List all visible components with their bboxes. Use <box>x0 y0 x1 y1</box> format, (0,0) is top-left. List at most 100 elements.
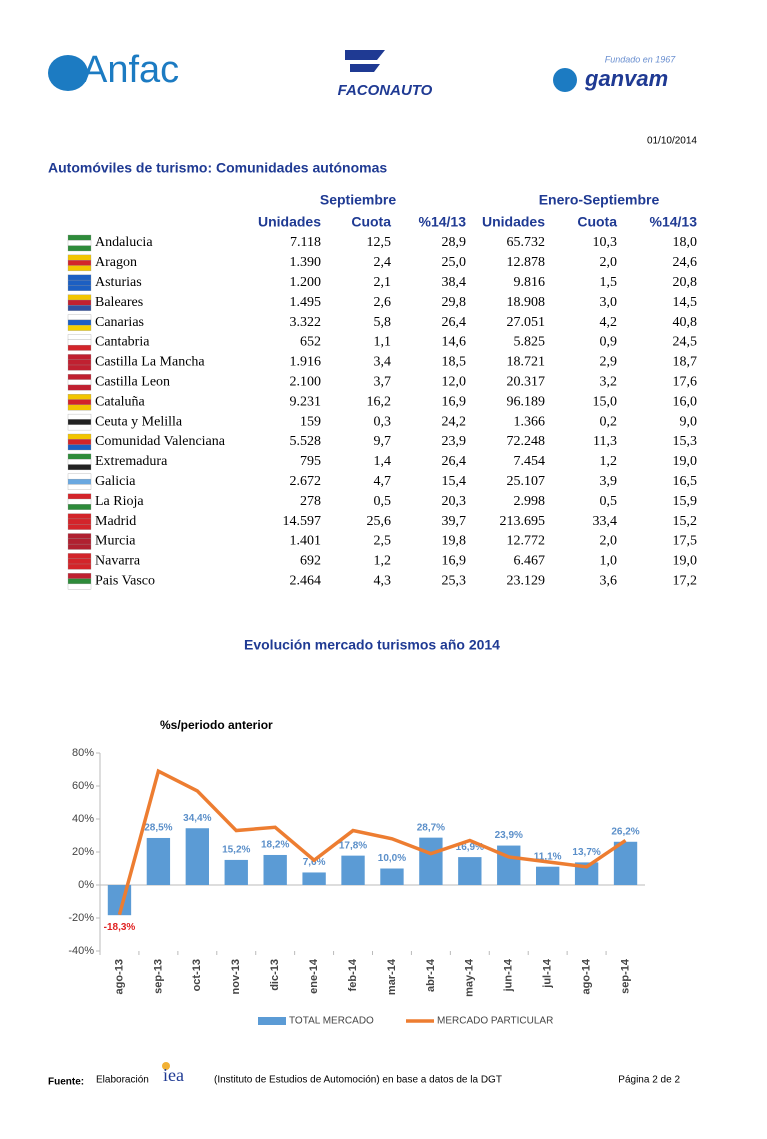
column-header: Cuota <box>351 214 391 230</box>
flag-stripe <box>67 399 92 406</box>
value-label: 10,0% <box>378 853 406 864</box>
cell: 14.597 <box>283 514 322 529</box>
cell: 7.454 <box>514 454 546 469</box>
flag-stripe <box>67 433 92 440</box>
flag-stripe <box>67 464 92 471</box>
value-label: 26,2% <box>611 826 639 837</box>
cell: 72.248 <box>507 434 546 449</box>
cell: 1.916 <box>290 355 322 370</box>
y-tick-label: 80% <box>72 747 94 759</box>
value-label: 16,9% <box>456 842 484 853</box>
cell: 12.878 <box>507 255 546 270</box>
y-tick-label: 40% <box>72 813 94 825</box>
flag-stripe <box>67 493 92 500</box>
flag-stripe <box>67 473 92 480</box>
cell: 23,9 <box>442 434 467 449</box>
value-label: 13,7% <box>572 847 600 858</box>
flag-stripe <box>67 364 92 371</box>
row-name: Madrid <box>95 514 136 529</box>
flag-stripe <box>67 583 92 590</box>
cell: 65.732 <box>507 235 546 250</box>
cell: 10,3 <box>593 235 618 250</box>
flag-stripe <box>67 234 92 241</box>
cell: 5.825 <box>514 335 546 350</box>
cell: 278 <box>300 494 321 509</box>
cell: 25.107 <box>507 474 546 489</box>
cell: 1.200 <box>290 275 322 290</box>
row-name: Pais Vasco <box>95 574 155 589</box>
flag-stripe <box>67 453 92 460</box>
flag-stripe <box>67 254 92 261</box>
row-name: Murcia <box>95 534 136 549</box>
cell: 692 <box>300 554 321 569</box>
flag-stripe <box>67 513 92 520</box>
cell: 2.100 <box>290 375 322 390</box>
flag-stripe <box>67 344 92 351</box>
cell: 3,9 <box>600 474 618 489</box>
row-name: Navarra <box>95 554 141 569</box>
bar <box>574 862 599 885</box>
x-tick-label: mar-14 <box>386 958 398 995</box>
y-tick-label: 0% <box>78 879 94 891</box>
cell: 1,0 <box>600 554 618 569</box>
faconauto-icon <box>345 50 385 72</box>
y-tick-label: 20% <box>72 846 94 858</box>
cell: 6.467 <box>514 554 546 569</box>
cell: 1.366 <box>514 414 546 429</box>
bar <box>380 868 404 885</box>
cell: 0,5 <box>374 494 392 509</box>
cell: 1.401 <box>290 534 322 549</box>
cell: 5.528 <box>290 434 322 449</box>
date: 01/10/2014 <box>647 136 697 147</box>
flag-stripe <box>67 553 92 559</box>
cell: 11,3 <box>593 434 617 449</box>
cell: 18,5 <box>442 355 467 370</box>
cell: 15,3 <box>673 434 698 449</box>
cell: 25,6 <box>367 514 392 529</box>
group-header: Enero-Septiembre <box>539 192 660 208</box>
cell: 18,0 <box>673 235 698 250</box>
footer-iea: iea <box>163 1065 184 1085</box>
cell: 9.816 <box>514 275 546 290</box>
x-tick-label: may-14 <box>464 958 476 997</box>
cell: 3,7 <box>374 375 392 390</box>
cell: 4,7 <box>374 474 392 489</box>
flag-stripe <box>67 334 92 341</box>
value-label: 11,1% <box>534 851 562 862</box>
cell: 39,7 <box>442 514 467 529</box>
flag-stripe <box>67 533 92 540</box>
legend-label: MERCADO PARTICULAR <box>437 1016 553 1027</box>
cell: 18,7 <box>673 355 698 370</box>
cell: 159 <box>300 414 321 429</box>
cell: 19,0 <box>673 454 698 469</box>
cell: 17,5 <box>673 534 698 549</box>
cell: 3,0 <box>600 295 618 310</box>
flag-stripe <box>67 245 92 252</box>
cell: 17,2 <box>673 574 698 589</box>
cell: 9,7 <box>374 434 392 449</box>
cell: 38,4 <box>442 275 467 290</box>
line <box>117 768 627 916</box>
flag-stripe <box>67 538 92 545</box>
value-label: 28,7% <box>417 822 445 833</box>
cell: 16,2 <box>367 394 392 409</box>
iea-icon <box>162 1062 170 1070</box>
cell: 29,8 <box>442 295 467 310</box>
cell: 2,6 <box>374 295 392 310</box>
cell: 16,5 <box>673 474 698 489</box>
cell: 1,4 <box>374 454 392 469</box>
flag-stripe <box>67 314 92 321</box>
cell: 2,1 <box>374 275 392 290</box>
y-tick-label: 60% <box>72 780 94 792</box>
flag-stripe <box>67 518 92 525</box>
flag-stripe <box>67 299 92 306</box>
row-name: Aragon <box>95 255 137 270</box>
cell: 0,2 <box>600 414 618 429</box>
value-label: 17,8% <box>339 840 367 851</box>
flag-stripe <box>67 240 92 246</box>
flag-stripe <box>67 524 92 530</box>
cell: 20,3 <box>442 494 467 509</box>
row-name: Galicia <box>95 474 136 489</box>
cell: 3,4 <box>374 355 392 370</box>
flag-stripe <box>67 573 92 579</box>
